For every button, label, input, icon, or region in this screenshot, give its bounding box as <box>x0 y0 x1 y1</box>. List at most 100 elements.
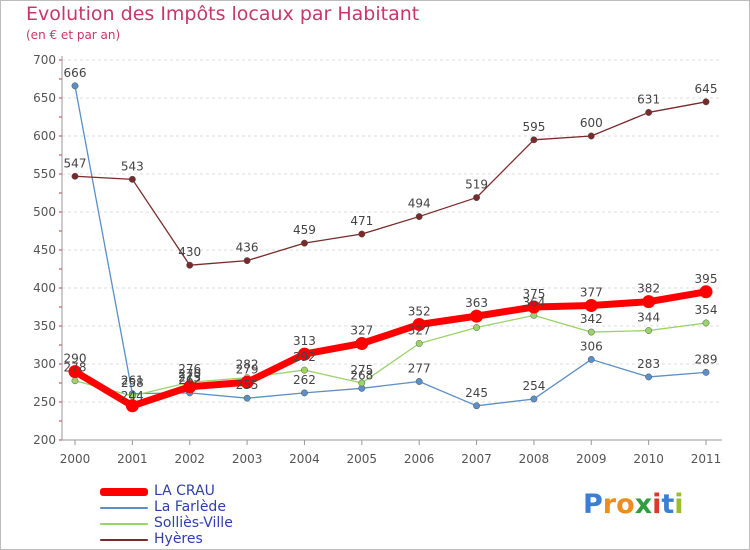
data-point <box>584 298 598 312</box>
data-point <box>702 319 710 327</box>
logo-letter: o <box>616 489 635 520</box>
data-label: 519 <box>465 178 488 192</box>
data-point <box>297 347 311 361</box>
data-label: 436 <box>236 241 259 255</box>
data-label: 292 <box>293 350 316 364</box>
data-label: 261 <box>121 374 144 388</box>
legend-item-la-farlede: La Farlède <box>100 499 320 516</box>
y-tick-label: 350 <box>33 319 56 333</box>
data-point <box>587 355 595 363</box>
data-label: 595 <box>522 120 545 134</box>
data-point <box>645 108 653 116</box>
legend-label-sollies-ville: Solliès-Ville <box>154 515 233 531</box>
data-label: 279 <box>236 362 259 376</box>
data-label: 430 <box>178 245 201 259</box>
data-label: 543 <box>121 159 144 173</box>
y-tick-label: 600 <box>33 129 56 143</box>
data-point <box>702 98 710 106</box>
chart-title: Evolution des Impôts locaux par Habitant <box>26 3 420 25</box>
y-tick-label: 300 <box>33 357 56 371</box>
x-tick-label: 2000 <box>60 452 91 466</box>
data-label: 459 <box>293 223 316 237</box>
legend-swatch-la-crau <box>100 488 148 496</box>
data-label: 254 <box>522 379 545 393</box>
data-label: 244 <box>121 389 144 403</box>
data-point <box>415 340 423 347</box>
series-line <box>74 314 707 397</box>
data-label: 471 <box>350 214 373 228</box>
data-label: 375 <box>522 287 545 301</box>
chart-subtitle: (en € et par an) <box>26 28 121 42</box>
data-label: 268 <box>350 368 373 382</box>
logo-letter: P <box>583 489 603 520</box>
data-point <box>358 230 366 238</box>
data-label: 547 <box>64 156 87 170</box>
x-tick-label: 2004 <box>289 452 320 466</box>
data-point <box>128 175 136 183</box>
proxiti-logo: Proxiti <box>583 489 684 520</box>
data-point <box>415 213 423 221</box>
data-label: 494 <box>408 197 431 211</box>
data-label: 327 <box>350 323 373 337</box>
data-point <box>240 375 254 389</box>
data-label: 270 <box>178 367 201 381</box>
data-label: 255 <box>236 378 259 392</box>
legend-item-sollies-ville: Solliès-Ville <box>100 515 320 532</box>
legend-item-hyeres: Hyères <box>100 531 320 548</box>
data-point <box>301 239 308 247</box>
data-point <box>71 82 79 90</box>
data-point <box>642 295 656 309</box>
data-point <box>702 368 710 376</box>
data-point <box>645 327 653 335</box>
data-point <box>358 379 366 387</box>
data-label: 262 <box>178 373 201 387</box>
series-line <box>74 85 707 407</box>
data-label: 282 <box>236 358 259 372</box>
data-label: 354 <box>695 303 718 317</box>
data-label: 363 <box>465 296 488 310</box>
data-label: 313 <box>293 334 316 348</box>
data-point <box>68 365 82 379</box>
data-label: 395 <box>695 272 718 286</box>
data-label: 278 <box>64 361 87 375</box>
data-label: 273 <box>178 371 201 385</box>
data-label: 666 <box>64 66 87 80</box>
data-label: 262 <box>293 373 316 387</box>
data-point <box>473 402 480 410</box>
legend-label-la-crau: LA CRAU <box>154 483 215 499</box>
x-tick-label: 2002 <box>174 452 205 466</box>
data-label: 306 <box>580 339 603 353</box>
data-label: 645 <box>695 82 718 96</box>
x-tick-label: 2011 <box>691 452 722 466</box>
data-point <box>415 378 423 385</box>
logo-letter: t <box>661 489 675 520</box>
data-label: 277 <box>408 361 431 375</box>
data-point <box>183 380 197 394</box>
data-point <box>587 132 595 140</box>
data-point <box>587 328 595 336</box>
data-point <box>530 395 538 403</box>
data-label: 377 <box>580 285 603 299</box>
series-line <box>71 288 710 410</box>
series-line <box>74 101 707 266</box>
data-point <box>470 309 484 323</box>
data-point <box>71 172 79 180</box>
x-tick-label: 2005 <box>347 452 378 466</box>
data-label: 275 <box>350 363 373 377</box>
data-point <box>473 194 480 202</box>
logo-letter: i <box>674 489 684 520</box>
data-point <box>530 136 538 144</box>
data-point <box>71 377 79 385</box>
data-label: 342 <box>580 312 603 326</box>
data-point <box>301 366 308 374</box>
logo-letter: x <box>634 489 653 520</box>
y-tick-label: 450 <box>33 243 56 257</box>
data-point <box>699 285 713 299</box>
data-label: 245 <box>465 386 488 400</box>
data-point <box>645 373 653 381</box>
data-point <box>301 389 308 397</box>
data-label: 283 <box>637 357 660 371</box>
x-tick-label: 2007 <box>461 452 492 466</box>
